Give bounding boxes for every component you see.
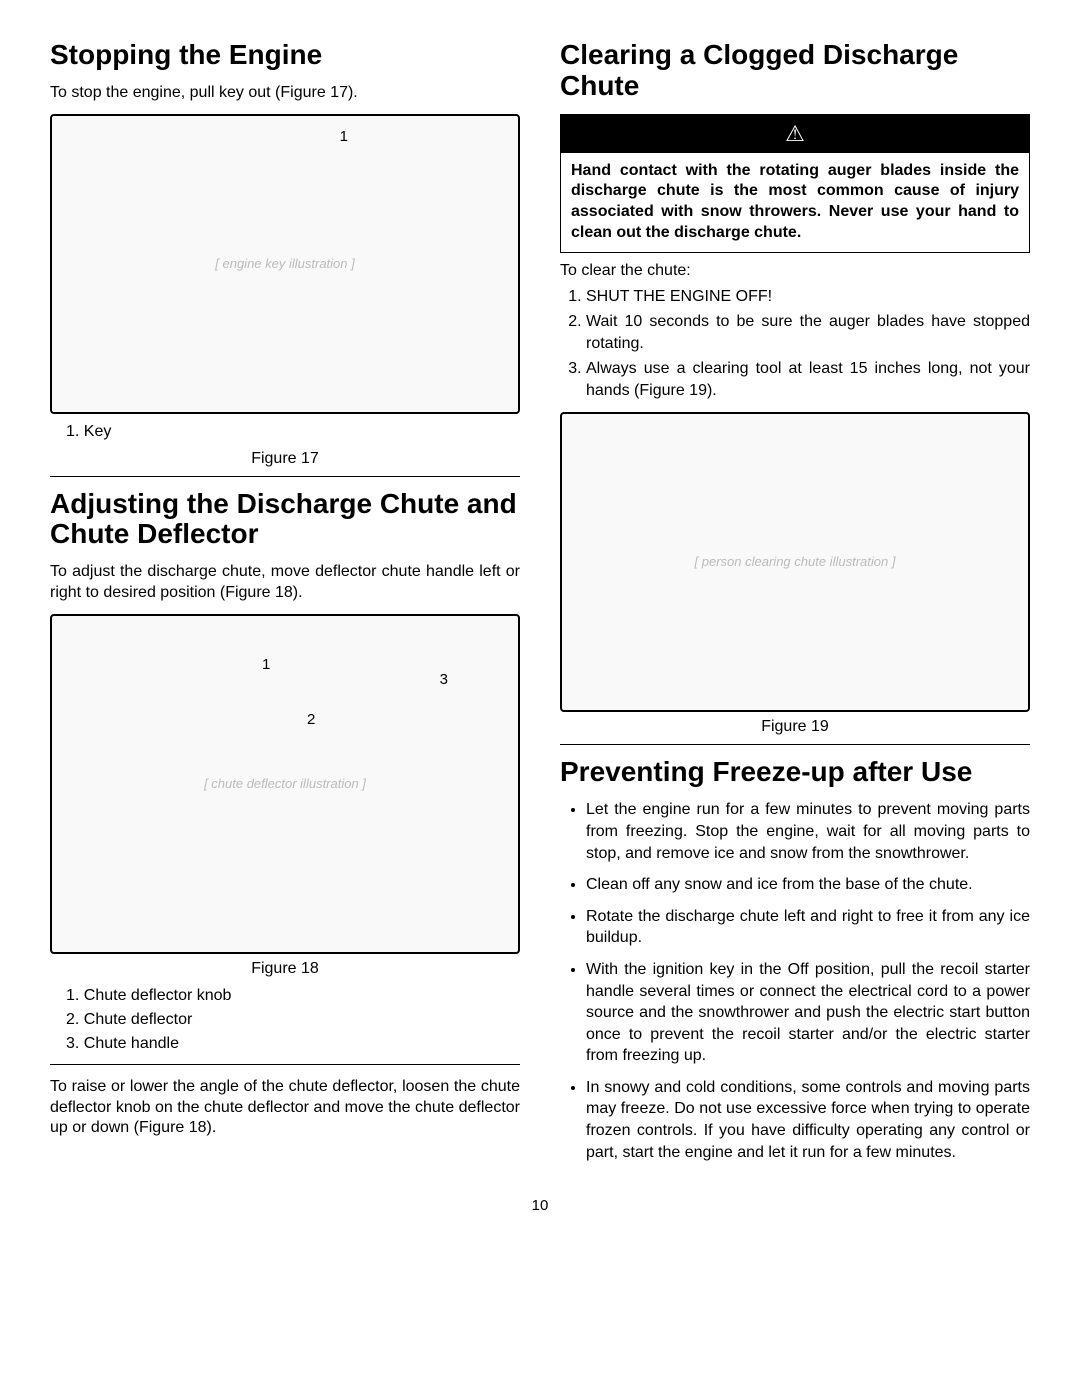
fig18-legend-1: 1. Chute deflector knob (66, 984, 520, 1008)
fig17-callout-1: 1 (340, 128, 348, 145)
heading-prevent-freeze: Preventing Freeze-up after Use (560, 757, 1030, 788)
heading-stopping-engine: Stopping the Engine (50, 40, 520, 71)
fig18-legend: 1. Chute deflector knob 2. Chute deflect… (66, 984, 520, 1056)
para-raise-lower-chute: To raise or lower the angle of the chute… (50, 1077, 520, 1139)
bullet-5: In snowy and cold conditions, some contr… (586, 1077, 1030, 1163)
warning-body: Hand contact with the rotating auger bla… (561, 153, 1029, 252)
right-column: Clearing a Clogged Discharge Chute ⚠ Han… (560, 40, 1030, 1173)
page-number: 10 (50, 1197, 1030, 1214)
figure-17: [ engine key illustration ] 1 (50, 114, 520, 414)
para-adjust-chute: To adjust the discharge chute, move defl… (50, 562, 520, 604)
left-column: Stopping the Engine To stop the engine, … (50, 40, 520, 1173)
figure-17-placeholder: [ engine key illustration ] (60, 124, 510, 404)
fig18-legend-2: 2. Chute deflector (66, 1008, 520, 1032)
bullet-4: With the ignition key in the Off positio… (586, 959, 1030, 1067)
section-divider-1 (50, 476, 520, 477)
fig18-callout-1: 1 (262, 656, 270, 673)
section-divider-3 (560, 744, 1030, 745)
bullet-3: Rotate the discharge chute left and righ… (586, 906, 1030, 949)
warning-header: ⚠ (561, 115, 1029, 153)
step-2: Wait 10 seconds to be sure the auger bla… (586, 311, 1030, 354)
section-divider-2 (50, 1064, 520, 1065)
bullet-2: Clean off any snow and ice from the base… (586, 874, 1030, 896)
fig18-callout-2: 2 (307, 711, 315, 728)
fig18-legend-3: 3. Chute handle (66, 1032, 520, 1056)
warning-box: ⚠ Hand contact with the rotating auger b… (560, 114, 1030, 253)
figure-19-placeholder: [ person clearing chute illustration ] (570, 422, 1020, 702)
heading-adjust-chute: Adjusting the Discharge Chute and Chute … (50, 489, 520, 551)
para-to-clear: To clear the chute: (560, 261, 1030, 282)
clear-chute-steps: SHUT THE ENGINE OFF! Wait 10 seconds to … (560, 286, 1030, 402)
bullet-1: Let the engine run for a few minutes to … (586, 799, 1030, 864)
heading-clearing-chute: Clearing a Clogged Discharge Chute (560, 40, 1030, 102)
fig18-caption: Figure 18 (50, 960, 520, 978)
freeze-up-bullets: Let the engine run for a few minutes to … (560, 799, 1030, 1163)
figure-19: [ person clearing chute illustration ] (560, 412, 1030, 712)
fig19-caption: Figure 19 (560, 718, 1030, 736)
step-1: SHUT THE ENGINE OFF! (586, 286, 1030, 308)
fig18-callout-3: 3 (440, 671, 448, 688)
figure-18: [ chute deflector illustration ] 1 2 3 (50, 614, 520, 954)
fig17-caption: Figure 17 (50, 450, 520, 468)
step-3: Always use a clearing tool at least 15 i… (586, 358, 1030, 401)
fig17-legend-1: 1. Key (66, 420, 520, 444)
warning-icon: ⚠ (785, 121, 805, 146)
manual-page: Stopping the Engine To stop the engine, … (50, 40, 1030, 1173)
para-stop-engine: To stop the engine, pull key out (Figure… (50, 83, 520, 104)
